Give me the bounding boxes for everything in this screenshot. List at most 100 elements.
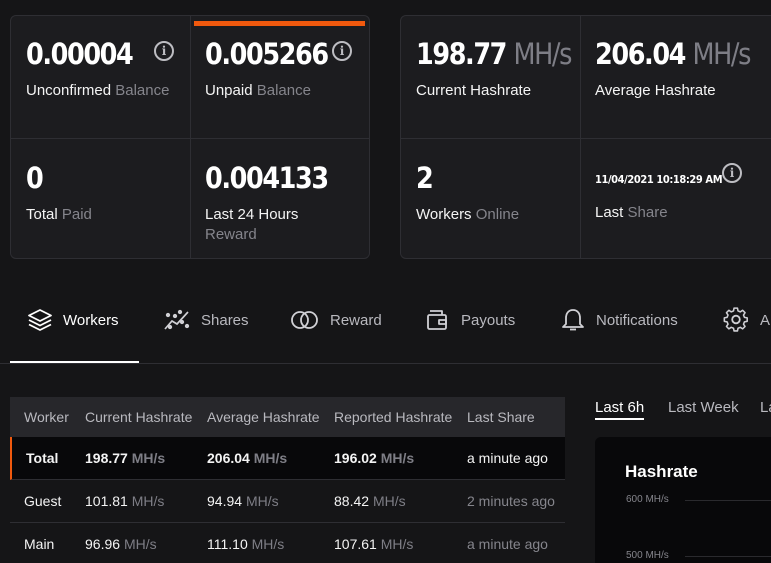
cell-reported: 107.61 [334, 536, 377, 552]
unpaid-value: 0.005266 [205, 37, 329, 71]
cell-worker: Total [26, 450, 59, 466]
cell-unit: MH/s [131, 450, 166, 466]
last-24h-value: 0.004133 [205, 161, 329, 195]
last-24h-label: Last 24 Hours [205, 206, 299, 223]
total-paid-value: 0 [26, 161, 44, 195]
tab-workers[interactable]: Workers [27, 290, 119, 350]
tab-shares-label: Shares [201, 311, 249, 329]
current-hashrate-stat: 198.77 MH/s Current Hashrate [416, 37, 592, 100]
active-tab-indicator [10, 361, 139, 363]
cell-unit: MH/s [380, 536, 414, 552]
unpaid-label: Unpaid [205, 82, 253, 99]
gridline [685, 556, 771, 557]
total-paid-label-dim: Paid [61, 206, 92, 223]
cell-last-share: 2 minutes ago [467, 493, 555, 509]
workers-online-stat: 2 Workers Online [416, 161, 520, 224]
cell-unit: MH/s [372, 493, 406, 509]
workers-label-dim: Online [475, 206, 520, 223]
cell-current: 96.96 [85, 536, 121, 552]
dashboard-tabs: Workers Shares Reward Payouts [0, 290, 771, 364]
cell-last-share: a minute ago [467, 536, 548, 552]
cell-unit: MH/s [251, 536, 285, 552]
tab-reward[interactable]: Reward [290, 290, 382, 350]
average-hashrate-label: Average Hashrate [595, 82, 716, 99]
cell-worker: Guest [24, 493, 62, 509]
tab-settings[interactable]: A [722, 290, 770, 350]
y-tick-label: 500 MH/s [626, 550, 669, 561]
card-divider [580, 16, 581, 258]
card-divider [190, 16, 191, 258]
unconfirmed-balance-stat: 0.00004 Unconfirmed Balance [26, 37, 170, 100]
tab-settings-label: A [760, 311, 771, 329]
last-share-label: Last [595, 204, 624, 221]
period-last-week[interactable]: Last Week [668, 399, 739, 416]
layers-icon [28, 309, 52, 331]
card-divider [401, 138, 771, 139]
hashrate-stats-card: 198.77 MH/s Current Hashrate 206.04 MH/s… [400, 15, 771, 259]
cell-average: 111.10 [207, 536, 248, 552]
bell-icon [562, 309, 584, 331]
current-hashrate-unit: MH/s [513, 37, 573, 71]
column-header-reported-hashrate[interactable]: Reported Hashrate [334, 409, 453, 425]
table-row-total[interactable]: Total 198.77 MH/s 206.04 MH/s 196.02 MH/… [10, 437, 565, 480]
cell-reported: 88.42 [334, 493, 370, 509]
column-header-last-share[interactable]: Last Share [467, 409, 535, 425]
period-last-6h[interactable]: Last 6h [595, 399, 645, 420]
cell-average: 206.04 [207, 450, 250, 466]
tab-payouts-label: Payouts [461, 311, 516, 329]
unpaid-balance-stat: 0.005266 Unpaid Balance [205, 37, 344, 100]
workers-value: 2 [416, 161, 434, 195]
last-share-stat: 11/04/2021 10:18:29 AM Last Share [595, 173, 723, 221]
average-hashrate-value: 206.04 [595, 37, 686, 71]
unpaid-highlight-bar [194, 21, 365, 26]
unconfirmed-label-dim: Balance [115, 82, 170, 99]
last-share-label-dim: Share [627, 204, 668, 221]
unconfirmed-value: 0.00004 [26, 37, 134, 71]
wallet-icon [427, 310, 447, 330]
average-hashrate-unit: MH/s [692, 37, 752, 71]
info-icon[interactable]: i [154, 41, 174, 61]
column-header-current-hashrate[interactable]: Current Hashrate [85, 409, 193, 425]
tab-workers-label: Workers [63, 311, 119, 329]
tabs-divider [0, 363, 771, 364]
cell-unit: MH/s [380, 450, 415, 466]
info-icon[interactable]: i [722, 163, 742, 183]
last-share-value: 11/04/2021 10:18:29 AM [595, 173, 723, 186]
current-hashrate-value: 198.77 [416, 37, 507, 71]
gear-icon [723, 307, 748, 332]
table-row[interactable]: Guest 101.81 MH/s 94.94 MH/s 88.42 MH/s … [10, 480, 565, 523]
cell-unit: MH/s [253, 450, 288, 466]
current-hashrate-label: Current Hashrate [416, 82, 532, 99]
cell-unit: MH/s [123, 536, 157, 552]
chart-title: Hashrate [625, 462, 698, 481]
tab-notifications-label: Notifications [596, 311, 678, 329]
unconfirmed-label: Unconfirmed [26, 82, 112, 99]
scatter-icon [164, 309, 190, 330]
cell-unit: MH/s [131, 493, 165, 509]
total-paid-stat: 0 Total Paid [26, 161, 92, 224]
workers-label: Workers [416, 206, 472, 223]
info-icon[interactable]: i [332, 41, 352, 61]
cell-last-share: a minute ago [467, 450, 548, 466]
hashrate-chart: Hashrate 600 MH/s 500 MH/s [595, 437, 771, 563]
average-hashrate-stat: 206.04 MH/s Average Hashrate [595, 37, 771, 100]
balance-stats-card: 0.00004 Unconfirmed Balance i 0.005266 U… [10, 15, 370, 259]
y-tick-label: 600 MH/s [626, 494, 669, 505]
column-header-worker[interactable]: Worker [24, 409, 69, 425]
tab-reward-label: Reward [330, 311, 382, 329]
cell-current: 101.81 [85, 493, 128, 509]
coins-icon [291, 311, 318, 329]
total-paid-label: Total [26, 206, 58, 223]
cell-current: 198.77 [85, 450, 128, 466]
cell-reported: 196.02 [334, 450, 377, 466]
column-header-average-hashrate[interactable]: Average Hashrate [207, 409, 320, 425]
period-more[interactable]: La [760, 399, 771, 416]
gridline [685, 500, 771, 501]
tab-shares[interactable]: Shares [163, 290, 249, 350]
workers-table: Worker Current Hashrate Average Hashrate… [10, 397, 565, 563]
cell-worker: Main [24, 536, 55, 552]
cell-average: 94.94 [207, 493, 243, 509]
tab-payouts[interactable]: Payouts [425, 290, 515, 350]
table-row[interactable]: Main 96.96 MH/s 111.10 MH/s 107.61 MH/s … [10, 523, 565, 563]
tab-notifications[interactable]: Notifications [560, 290, 678, 350]
